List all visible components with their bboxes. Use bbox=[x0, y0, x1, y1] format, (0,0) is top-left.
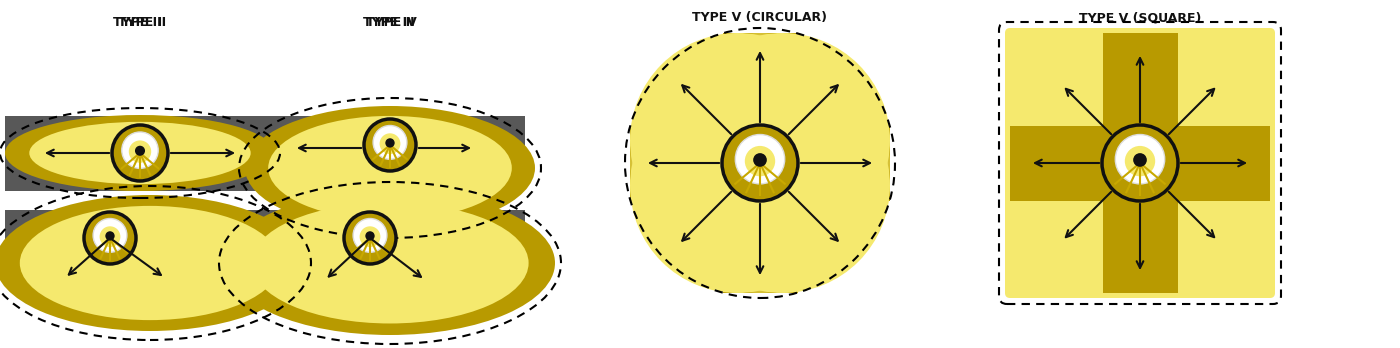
Circle shape bbox=[129, 140, 151, 163]
Bar bbox=[633, 126, 888, 200]
Circle shape bbox=[1124, 146, 1155, 176]
Circle shape bbox=[353, 219, 386, 252]
Ellipse shape bbox=[252, 203, 529, 324]
Ellipse shape bbox=[20, 206, 280, 320]
Circle shape bbox=[745, 146, 776, 176]
Circle shape bbox=[360, 226, 381, 247]
Circle shape bbox=[385, 138, 395, 148]
Circle shape bbox=[84, 212, 136, 264]
Circle shape bbox=[722, 125, 798, 201]
Ellipse shape bbox=[269, 116, 512, 220]
Bar bbox=[722, 35, 798, 291]
Circle shape bbox=[344, 212, 396, 264]
Circle shape bbox=[1116, 134, 1165, 184]
Circle shape bbox=[379, 133, 400, 154]
Circle shape bbox=[365, 231, 375, 240]
Bar bbox=[255, 210, 525, 270]
Bar bbox=[1012, 126, 1267, 200]
Ellipse shape bbox=[630, 78, 846, 293]
Text: TYPE III: TYPE III bbox=[113, 16, 167, 29]
Ellipse shape bbox=[29, 122, 251, 184]
Circle shape bbox=[1133, 153, 1147, 167]
Bar bbox=[722, 33, 798, 293]
Text: TYPE V (SQUARE): TYPE V (SQUARE) bbox=[1079, 11, 1201, 24]
Circle shape bbox=[364, 119, 416, 171]
Text: TYPE I: TYPE I bbox=[118, 16, 162, 29]
Circle shape bbox=[92, 219, 127, 252]
Circle shape bbox=[105, 231, 115, 240]
FancyBboxPatch shape bbox=[1005, 28, 1275, 298]
Ellipse shape bbox=[675, 33, 890, 248]
Ellipse shape bbox=[225, 191, 554, 335]
Ellipse shape bbox=[245, 106, 535, 230]
Ellipse shape bbox=[675, 78, 890, 293]
Bar bbox=[6, 116, 274, 190]
Text: TYPE II: TYPE II bbox=[365, 16, 414, 29]
Ellipse shape bbox=[6, 115, 274, 191]
Bar bbox=[1103, 35, 1177, 291]
Text: TYPE V (CIRCULAR): TYPE V (CIRCULAR) bbox=[693, 11, 827, 24]
Bar bbox=[1103, 33, 1177, 293]
Circle shape bbox=[1102, 125, 1177, 201]
Bar bbox=[6, 210, 274, 270]
Bar bbox=[1009, 126, 1270, 200]
Circle shape bbox=[753, 153, 767, 167]
Circle shape bbox=[630, 33, 890, 293]
Circle shape bbox=[134, 146, 146, 156]
Circle shape bbox=[372, 126, 407, 159]
Bar bbox=[255, 116, 525, 181]
Circle shape bbox=[735, 134, 784, 184]
Text: TYPE IV: TYPE IV bbox=[363, 16, 417, 29]
Ellipse shape bbox=[630, 33, 846, 248]
Ellipse shape bbox=[0, 195, 305, 331]
Circle shape bbox=[122, 132, 158, 168]
Circle shape bbox=[112, 125, 168, 181]
Bar bbox=[630, 126, 890, 200]
Circle shape bbox=[99, 226, 120, 247]
